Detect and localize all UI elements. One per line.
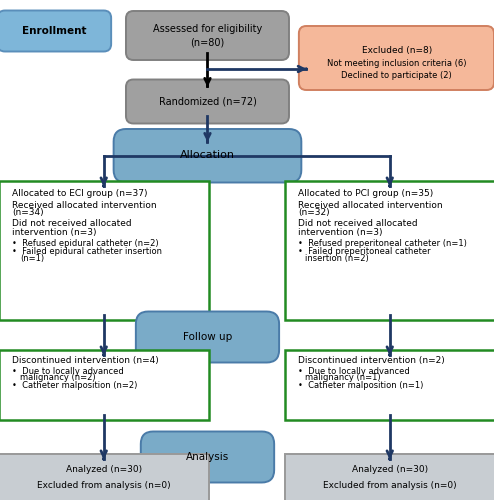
Text: •  Due to locally advanced: • Due to locally advanced (298, 366, 410, 376)
Text: (n=34): (n=34) (12, 208, 44, 218)
Text: Analysis: Analysis (186, 452, 229, 462)
Text: Did not received allocated: Did not received allocated (298, 220, 417, 228)
FancyBboxPatch shape (114, 129, 301, 182)
Text: Randomized (n=72): Randomized (n=72) (159, 96, 256, 106)
Text: Discontinued intervention (n=2): Discontinued intervention (n=2) (298, 356, 445, 366)
FancyBboxPatch shape (285, 181, 494, 320)
Text: Follow up: Follow up (183, 332, 232, 342)
Text: Allocated to ECI group (n=37): Allocated to ECI group (n=37) (12, 190, 148, 198)
FancyBboxPatch shape (285, 350, 494, 420)
FancyBboxPatch shape (0, 350, 209, 420)
FancyBboxPatch shape (0, 454, 209, 500)
Text: Excluded from analysis (n=0): Excluded from analysis (n=0) (37, 482, 170, 490)
Text: •  Failed preperitoneal catheter: • Failed preperitoneal catheter (298, 246, 430, 256)
Text: Not meeting inclusion criteria (6): Not meeting inclusion criteria (6) (327, 60, 466, 68)
Text: (n=1): (n=1) (20, 254, 44, 264)
Text: •  Catheter malposition (n=2): • Catheter malposition (n=2) (12, 382, 138, 390)
Text: Analyzed (n=30): Analyzed (n=30) (66, 466, 142, 474)
Text: Received allocated intervention: Received allocated intervention (12, 200, 157, 209)
Text: (n=32): (n=32) (298, 208, 329, 218)
Text: Received allocated intervention: Received allocated intervention (298, 200, 443, 209)
Text: Excluded from analysis (n=0): Excluded from analysis (n=0) (323, 482, 456, 490)
FancyBboxPatch shape (0, 181, 209, 320)
Text: malignancy (n=1): malignancy (n=1) (305, 374, 381, 382)
Text: Assessed for eligibility
(n=80): Assessed for eligibility (n=80) (153, 24, 262, 47)
Text: intervention (n=3): intervention (n=3) (298, 228, 382, 236)
FancyBboxPatch shape (299, 26, 494, 90)
Text: •  Refused preperitoneal catheter (n=1): • Refused preperitoneal catheter (n=1) (298, 238, 467, 248)
Text: Analyzed (n=30): Analyzed (n=30) (352, 466, 428, 474)
FancyBboxPatch shape (141, 432, 274, 482)
FancyBboxPatch shape (0, 10, 111, 51)
Text: Allocation: Allocation (180, 150, 235, 160)
Text: •  Refused epidural catheter (n=2): • Refused epidural catheter (n=2) (12, 238, 159, 248)
Text: Excluded (n=8): Excluded (n=8) (362, 46, 432, 56)
FancyBboxPatch shape (136, 312, 279, 362)
Text: Enrollment: Enrollment (22, 26, 86, 36)
FancyBboxPatch shape (126, 80, 289, 124)
Text: Did not received allocated: Did not received allocated (12, 220, 132, 228)
Text: •  Failed epidural catheter insertion: • Failed epidural catheter insertion (12, 246, 163, 256)
Text: insertion (n=2): insertion (n=2) (305, 254, 369, 264)
Text: •  Catheter malposition (n=1): • Catheter malposition (n=1) (298, 382, 423, 390)
Text: Declined to participate (2): Declined to participate (2) (341, 70, 452, 80)
Text: Allocated to PCI group (n=35): Allocated to PCI group (n=35) (298, 190, 433, 198)
Text: malignancy (n=2): malignancy (n=2) (20, 374, 95, 382)
Text: Discontinued intervention (n=4): Discontinued intervention (n=4) (12, 356, 159, 366)
FancyBboxPatch shape (285, 454, 494, 500)
Text: intervention (n=3): intervention (n=3) (12, 228, 97, 236)
Text: •  Due to locally advanced: • Due to locally advanced (12, 366, 124, 376)
FancyBboxPatch shape (126, 11, 289, 60)
